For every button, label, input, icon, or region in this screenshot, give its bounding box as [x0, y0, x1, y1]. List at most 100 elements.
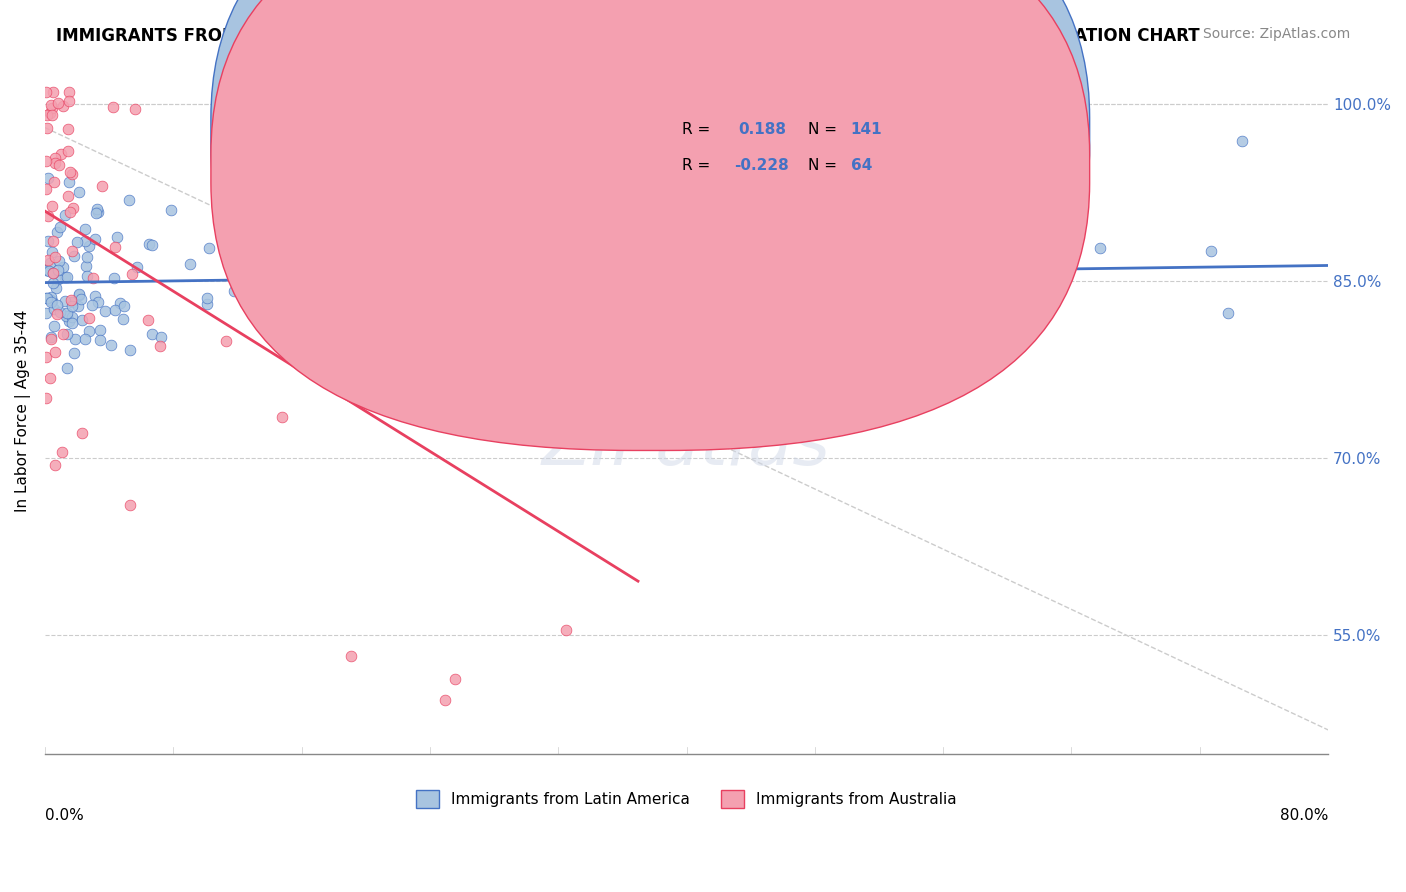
Point: [84, 232, 107, 246]
Point: [87, 295, 110, 310]
Point: [41, 244, 63, 259]
Point: [63, 249, 86, 263]
Point: [619, 295, 641, 310]
Point: [444, 672, 467, 686]
Point: [249, 242, 271, 256]
Point: [1022, 235, 1045, 250]
Point: [610, 215, 633, 229]
Point: [56, 269, 79, 284]
Point: [564, 241, 586, 255]
Point: [39, 97, 62, 112]
Point: [46, 263, 69, 277]
Point: [41, 108, 63, 122]
Point: [35, 391, 58, 405]
Legend: Immigrants from Latin America, Immigrants from Australia: Immigrants from Latin America, Immigrant…: [411, 783, 963, 814]
Point: [318, 192, 340, 206]
Point: [37, 252, 59, 267]
Point: [149, 339, 172, 353]
Point: [49, 147, 72, 161]
Point: [46, 307, 69, 321]
Point: [77, 310, 100, 325]
Point: [35, 291, 58, 305]
Point: [56, 360, 79, 375]
Point: [34, 85, 56, 99]
Point: [60, 244, 83, 259]
Point: [60, 295, 83, 310]
Point: [45, 281, 67, 295]
Point: [1033, 276, 1056, 290]
Point: [39, 106, 62, 120]
Point: [42, 234, 65, 248]
Point: [44, 301, 66, 316]
Text: 141: 141: [851, 122, 882, 136]
Point: [436, 282, 458, 296]
Point: [46, 298, 69, 312]
Point: [600, 304, 623, 318]
Point: [49, 305, 72, 319]
Point: [53, 294, 76, 309]
Point: [70, 425, 93, 440]
Point: [52, 260, 75, 275]
Point: [42, 277, 65, 291]
Text: IMMIGRANTS FROM LATIN AMERICA VS IMMIGRANTS FROM AUSTRALIA IN LABOR FORCE | AGE : IMMIGRANTS FROM LATIN AMERICA VS IMMIGRA…: [56, 27, 1199, 45]
Point: [77, 324, 100, 338]
Point: [741, 288, 763, 302]
Point: [382, 233, 405, 247]
Text: Source: ZipAtlas.com: Source: ZipAtlas.com: [1202, 27, 1350, 41]
Point: [67, 186, 90, 200]
Point: [51, 99, 73, 113]
Point: [42, 266, 65, 280]
Point: [41, 266, 63, 280]
Point: [75, 259, 97, 273]
Point: [159, 202, 181, 217]
Point: [39, 290, 62, 304]
Point: [138, 237, 160, 252]
Point: [60, 316, 83, 330]
Point: [67, 287, 90, 301]
Point: [536, 338, 558, 352]
Point: [37, 120, 59, 135]
Point: [215, 334, 238, 348]
Point: [834, 329, 856, 343]
Point: [120, 498, 142, 512]
Point: [118, 343, 141, 357]
Point: [70, 292, 93, 306]
Point: [58, 175, 80, 189]
Point: [883, 293, 905, 307]
Point: [41, 199, 63, 213]
Point: [740, 307, 762, 321]
Point: [46, 226, 69, 240]
Point: [75, 332, 97, 346]
Point: [105, 230, 128, 244]
Point: [37, 210, 59, 224]
Point: [42, 318, 65, 333]
Point: [59, 165, 82, 179]
Point: [446, 297, 468, 311]
Point: [60, 310, 83, 324]
Point: [46, 272, 69, 286]
Point: [66, 235, 89, 249]
Text: N =: N =: [808, 158, 838, 172]
Point: [58, 94, 80, 108]
Point: [572, 258, 595, 272]
Point: [56, 188, 79, 202]
Point: [44, 345, 66, 359]
Point: [34, 182, 56, 196]
Point: [39, 295, 62, 310]
Point: [58, 121, 80, 136]
Point: [477, 310, 499, 325]
Point: [242, 119, 264, 133]
Point: [640, 261, 662, 276]
Point: [35, 306, 58, 320]
Text: 0.188: 0.188: [738, 122, 786, 136]
Point: [51, 445, 73, 459]
Point: [52, 326, 75, 341]
Text: -0.228: -0.228: [734, 158, 789, 172]
Point: [195, 291, 218, 305]
Point: [100, 338, 122, 352]
Point: [75, 222, 97, 236]
Point: [581, 333, 603, 347]
Point: [1216, 305, 1239, 319]
Point: [70, 312, 93, 326]
Point: [179, 257, 201, 271]
